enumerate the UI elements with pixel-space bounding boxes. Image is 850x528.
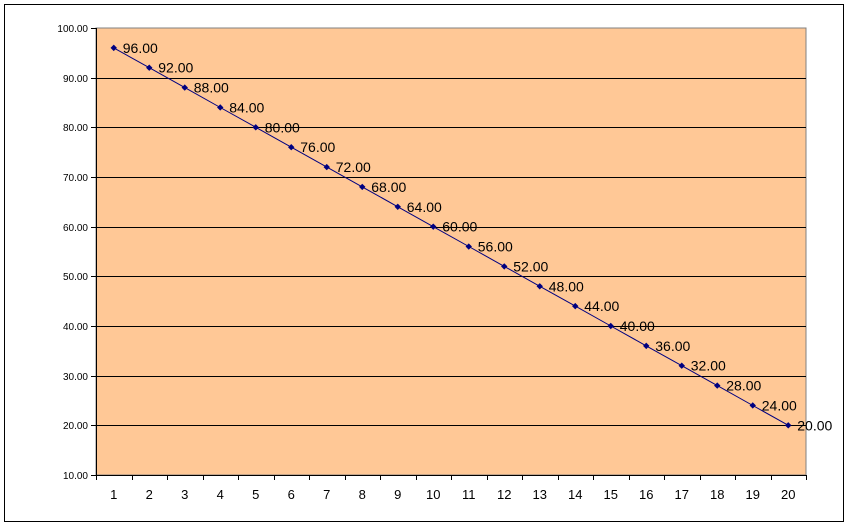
- data-markers: [110, 44, 792, 429]
- x-tick-label: 8: [359, 487, 366, 502]
- data-label: 64.00: [407, 199, 442, 215]
- data-label: 60.00: [442, 219, 477, 235]
- y-tick-label: 40.00: [63, 322, 88, 333]
- x-tick-label: 11: [462, 487, 476, 502]
- x-tick-label: 6: [288, 487, 295, 502]
- x-tick-label: 4: [217, 487, 224, 502]
- data-label: 68.00: [371, 179, 406, 195]
- y-tick-label: 10.00: [63, 471, 88, 482]
- x-tick-label: 3: [181, 487, 188, 502]
- y-axis-tick-labels: 10.00 20.00 30.00 40.00 50.00 60.00 70.00 80.00…: [57, 24, 88, 482]
- x-tick-label: 14: [568, 487, 582, 502]
- data-point-marker: [181, 84, 188, 91]
- data-label: 48.00: [549, 278, 584, 294]
- data-label: 40.00: [620, 318, 655, 334]
- series-line-group: [113, 47, 789, 426]
- data-label: 80.00: [265, 119, 300, 135]
- plot-area-group: [95, 27, 807, 476]
- y-tick-label: 70.00: [63, 173, 88, 184]
- x-tick-label: 7: [323, 487, 330, 502]
- x-axis-tick-labels: 1 2 3 4 5 6 7 8 9 10 11 12 13 14 15 16 17 18 19 20: [110, 487, 795, 502]
- data-point-marker: [749, 402, 756, 409]
- x-tick-label: 13: [533, 487, 547, 502]
- data-point-marker: [714, 382, 721, 389]
- data-point-marker: [359, 183, 366, 191]
- x-tick-label: 19: [746, 487, 760, 502]
- data-label: 36.00: [655, 338, 690, 354]
- data-label: 52.00: [513, 258, 548, 274]
- data-point-marker: [536, 283, 543, 290]
- x-tick-label: 12: [497, 487, 511, 502]
- data-point-marker: [465, 243, 472, 250]
- data-labels: 96.0092.0088.0084.0080.0076.0072.0068.00…: [123, 40, 833, 433]
- y-tick-label: 50.00: [63, 272, 88, 283]
- y-tick-label: 20.00: [63, 421, 88, 432]
- data-label: 76.00: [300, 139, 335, 155]
- x-tick-label: 10: [426, 487, 440, 502]
- data-point-marker: [252, 124, 259, 131]
- data-label: 44.00: [584, 298, 619, 314]
- x-tick-label: 16: [639, 487, 653, 502]
- x-tick-label: 5: [252, 487, 259, 502]
- axes: [91, 28, 807, 480]
- data-point-marker: [110, 44, 117, 52]
- x-tick-label: 15: [604, 487, 618, 502]
- y-tick-label: 90.00: [63, 74, 88, 85]
- data-point-marker: [785, 422, 792, 429]
- gridlines: [96, 78, 806, 426]
- data-point-marker: [643, 342, 650, 350]
- data-label: 32.00: [691, 358, 726, 374]
- data-point-marker: [678, 362, 685, 369]
- data-label: 24.00: [762, 397, 797, 413]
- data-point-marker: [323, 163, 330, 171]
- series-line: [113, 47, 789, 426]
- data-label: 56.00: [478, 239, 513, 255]
- x-tick-label: 9: [394, 487, 401, 502]
- data-label: 92.00: [158, 60, 193, 76]
- data-label: 84.00: [229, 99, 264, 115]
- data-point-marker: [394, 203, 401, 210]
- x-tick-label: 18: [710, 487, 724, 502]
- data-label: 96.00: [123, 40, 158, 56]
- plot-area: [95, 27, 807, 476]
- data-point-marker: [146, 64, 153, 71]
- data-point-marker: [501, 263, 508, 270]
- data-point-marker: [217, 104, 224, 111]
- y-tick-label: 80.00: [63, 123, 88, 134]
- y-tick-label: 100.00: [57, 24, 88, 35]
- data-point-marker: [572, 302, 579, 310]
- data-label: 28.00: [726, 378, 761, 394]
- data-label: 72.00: [336, 159, 371, 175]
- data-label: 88.00: [194, 80, 229, 96]
- y-tick-label: 30.00: [63, 372, 88, 383]
- y-tick-label: 60.00: [63, 223, 88, 234]
- x-tick-label: 17: [675, 487, 689, 502]
- data-point-marker: [430, 223, 437, 230]
- x-tick-label: 1: [110, 487, 117, 502]
- data-point-marker: [607, 322, 614, 330]
- x-tick-label: 20: [781, 487, 795, 502]
- x-tick-label: 2: [146, 487, 153, 502]
- data-label: 20.00: [797, 417, 832, 433]
- data-point-marker: [288, 144, 295, 151]
